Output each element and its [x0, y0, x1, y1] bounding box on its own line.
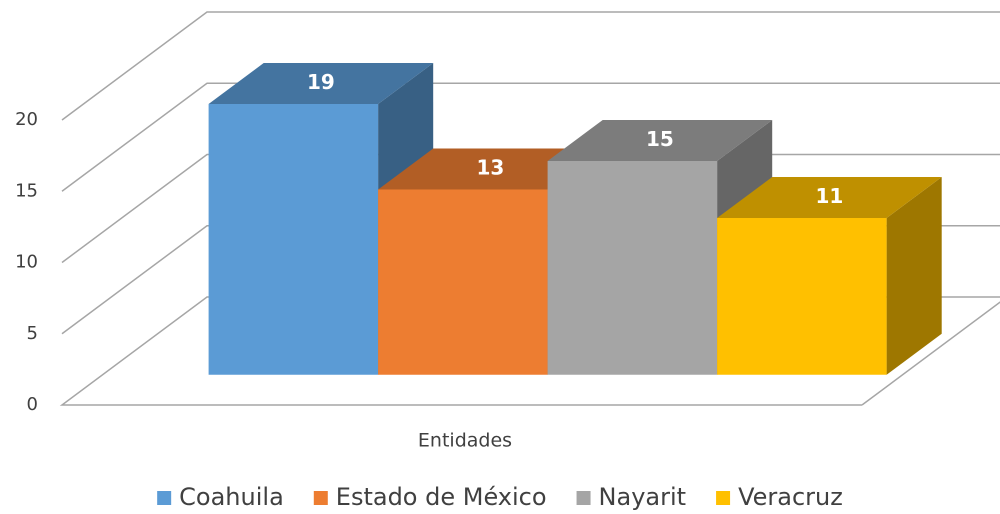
data-label: 15: [646, 127, 674, 151]
y-tick-label: 10: [15, 252, 38, 273]
legend-label: Estado de México: [336, 483, 547, 511]
y-tick-label: 20: [15, 109, 38, 130]
bar: [717, 218, 887, 375]
legend-label: Nayarit: [599, 483, 687, 511]
legend-swatch: [716, 491, 731, 505]
grid-line: [59, 296, 1000, 406]
y-tick-label: 5: [27, 323, 38, 344]
bar: [547, 161, 718, 375]
bar: [378, 189, 548, 375]
bar-side: [886, 176, 942, 375]
bar-top: [208, 62, 434, 105]
legend-swatch: [576, 491, 591, 505]
grid-line: [61, 82, 1000, 192]
bar-top: [717, 176, 942, 219]
bar: [208, 104, 379, 375]
bar-top: [547, 119, 773, 162]
x-tick-label: Entidades: [418, 430, 512, 452]
grid-line: [61, 11, 1000, 121]
legend-label: Veracruz: [738, 483, 843, 511]
y-tick-label: 15: [15, 180, 38, 201]
bar-top: [378, 148, 603, 190]
legend-label: Coahuila: [179, 483, 284, 511]
legend-swatch: [313, 491, 328, 505]
y-tick-label: 0: [27, 394, 38, 415]
legend-swatch: [157, 491, 172, 505]
data-label: 13: [476, 155, 504, 179]
data-label: 19: [307, 70, 335, 94]
data-label: 11: [815, 184, 843, 208]
